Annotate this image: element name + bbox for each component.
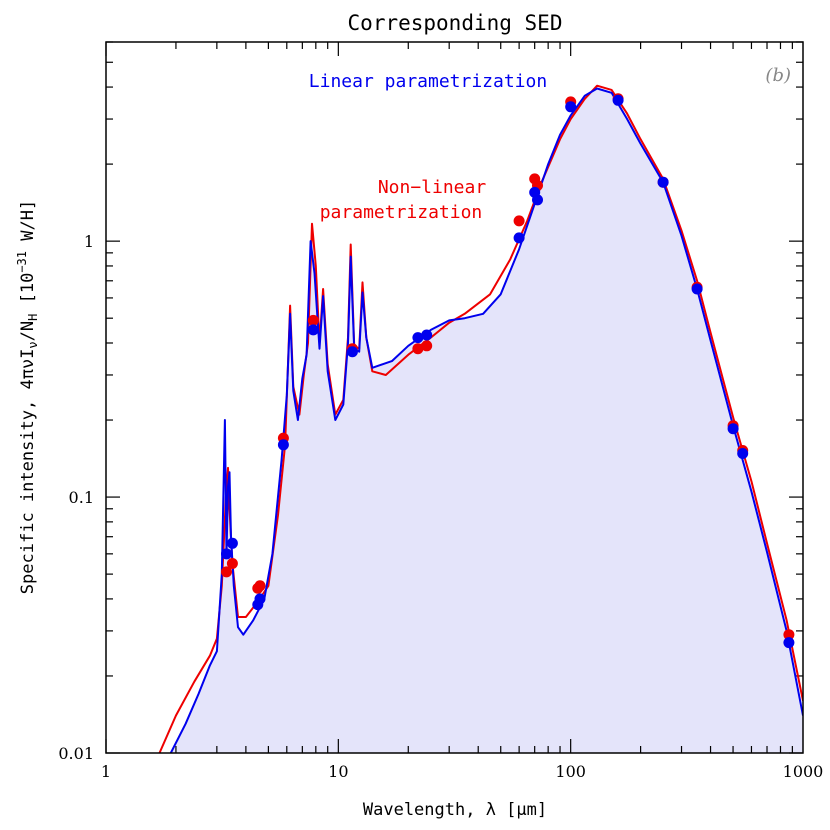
nonlinear-point [412, 343, 424, 355]
x-tick-label: 100 [555, 762, 586, 781]
y-axis-label-bracket: [10 [18, 273, 38, 314]
linear-point [532, 194, 543, 206]
linear-point [513, 232, 525, 244]
nonlinear-point [513, 215, 525, 227]
linear-point [277, 439, 289, 451]
linear-point [691, 283, 703, 295]
linear-point [565, 101, 577, 113]
nonlinear-annotation-line1: Non−linear [378, 177, 487, 198]
x-axis-label: Wavelength, λ [μm] [363, 800, 547, 820]
linear-annotation: Linear parametrization [309, 71, 547, 92]
linear-point [346, 346, 358, 358]
panel-label: (b) [765, 65, 791, 86]
nonlinear-point [307, 314, 319, 326]
x-tick-label: 1000 [783, 762, 824, 781]
chart-title: Corresponding SED [348, 11, 563, 35]
linear-point [221, 548, 232, 560]
linear-point [307, 324, 319, 336]
axis-ticks [105, 41, 803, 754]
nonlinear-point [221, 566, 232, 578]
y-axis-label-main: Specific intensity, 4πνI [18, 349, 38, 595]
linear-point [226, 537, 238, 549]
points-layer [221, 93, 795, 649]
y-tick-label: 0.1 [69, 488, 94, 507]
linear-curve-fill-layer [170, 88, 803, 753]
tick-labels: 1 10 100 1000 0.01 0.1 1 [58, 232, 823, 781]
linear-point [612, 94, 624, 106]
y-axis-label-units: W/H] [18, 200, 38, 251]
linear-point [412, 332, 424, 344]
y-tick-label: 1 [84, 232, 94, 251]
y-axis-label-nu: ν [26, 341, 40, 348]
x-tick-label: 1 [101, 762, 111, 781]
y-tick-label: 0.01 [58, 744, 94, 763]
linear-area-fill [170, 88, 803, 753]
nonlinear-point [783, 629, 795, 641]
y-axis-label-h: H [26, 314, 40, 321]
plot-frame [105, 41, 804, 754]
y-axis-label: Specific intensity, 4πνIν/NH [10−31 W/H] [15, 200, 40, 594]
nonlinear-annotation-line2: parametrization [320, 202, 483, 223]
y-axis-label-slash: /N [18, 321, 38, 341]
nonlinear-point [226, 558, 238, 569]
linear-point [737, 448, 749, 459]
linear-point [727, 423, 739, 435]
x-tick-label: 10 [328, 762, 348, 781]
linear-point [657, 176, 669, 188]
linear-point [421, 329, 433, 341]
nonlinear-point [421, 340, 433, 352]
linear-point [254, 593, 266, 605]
y-axis-label-exponent: −31 [15, 251, 29, 273]
linear-point [783, 637, 795, 649]
nonlinear-point [254, 580, 266, 592]
